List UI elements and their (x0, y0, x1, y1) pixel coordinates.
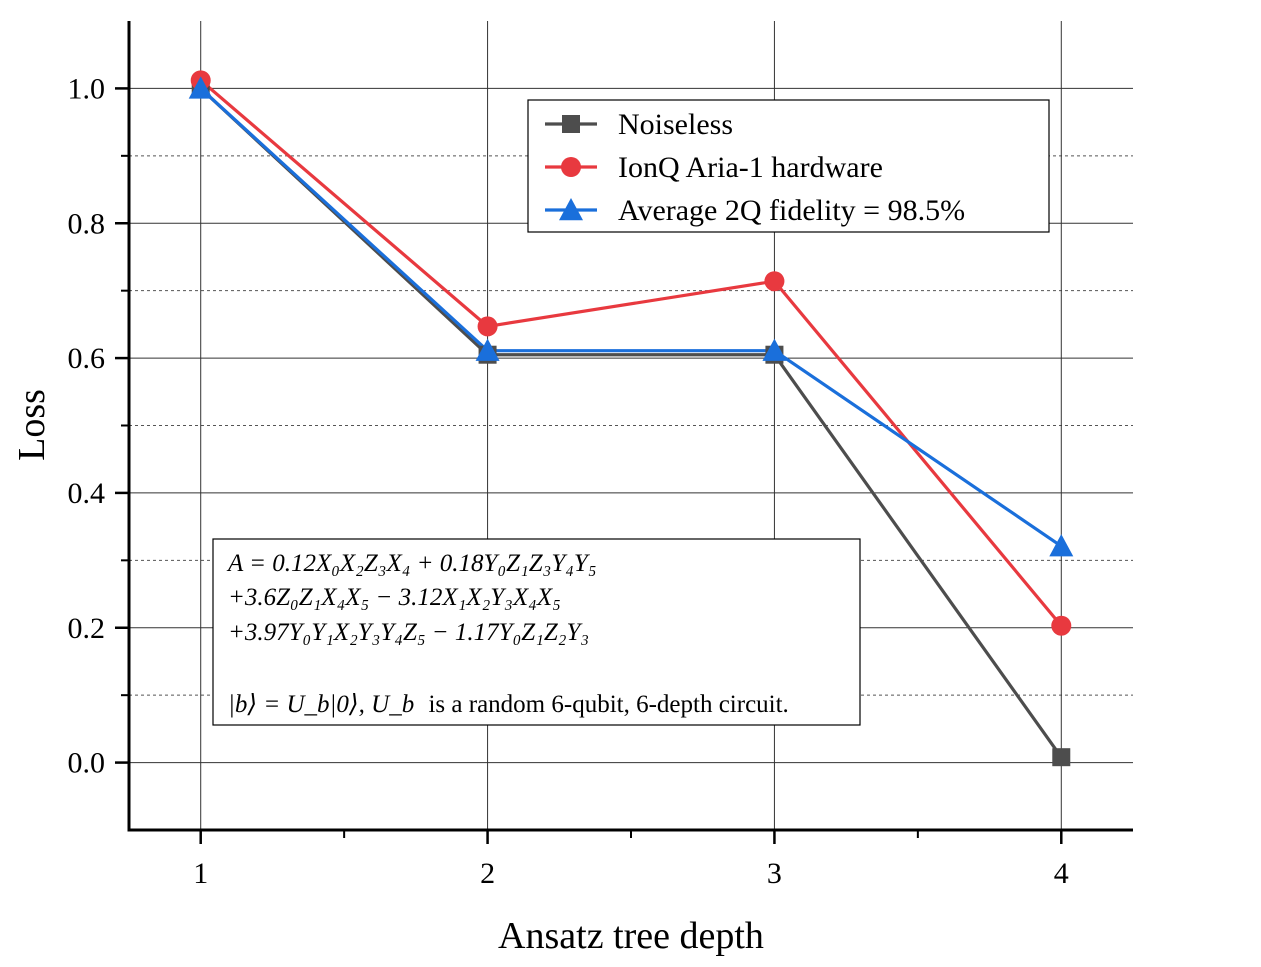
axes-layer: 0.0 0.2 0.4 0.6 0.8 1.0 1 2 3 4 (68, 21, 1133, 890)
annotation-line-4: |b⟩ = U_b|0⟩, U_b is a random 6-qubit, 6… (228, 691, 789, 718)
series-1-point-2 (764, 271, 785, 292)
annotation-line-2: +3.6Z₀Z₁X₄X₅ − 3.12X₁X₂Y₃X₄X₅ (228, 584, 561, 611)
annotation-line-4-math: |b⟩ = U_b|0⟩, U_b (228, 691, 414, 718)
x-tick-label-3: 4 (1054, 857, 1069, 890)
y-tick-label-5: 1.0 (68, 72, 106, 105)
series-1-point-1 (477, 316, 498, 337)
hamiltonian-annotation: A = 0.12X₀X₂Z₃X₄ + 0.18Y₀Z₁Z₃Y₄Y₅ +3.6Z₀… (212, 538, 861, 726)
grid-layer (129, 21, 1133, 830)
x-tick-label-1: 2 (480, 857, 495, 890)
legend-label-1: IonQ Aria-1 hardware (618, 151, 883, 184)
x-tick-label-2: 3 (767, 857, 782, 890)
series-line-2 (199, 87, 1063, 548)
legend-marker-2 (559, 198, 583, 221)
y-axis-title: Loss (11, 389, 53, 461)
series-layer (188, 70, 1074, 767)
annotation-box (212, 538, 861, 726)
annotation-line-1: A = 0.12X₀X₂Z₃X₄ + 0.18Y₀Z₁Z₃Y₄Y₅ (226, 550, 597, 577)
legend-label-2: Average 2Q fidelity = 98.5% (618, 194, 965, 227)
series-2-point-3 (1049, 534, 1074, 557)
y-tick-label-2: 0.4 (68, 477, 106, 510)
annotation-line-4-text: is a random 6-qubit, 6-depth circuit. (428, 691, 788, 718)
legend-label-0: Noiseless (618, 108, 733, 141)
x-tick-label-0: 1 (193, 857, 208, 890)
series-0-point-3 (1052, 748, 1071, 767)
legend-box (527, 99, 1050, 233)
legend-marker-1 (561, 157, 581, 177)
series-line-1 (199, 79, 1063, 627)
annotation-line-3: +3.97Y₀Y₁X₂Y₃Y₄Z₅ − 1.17Y₀Z₁Z₂Y₃ (228, 619, 589, 646)
y-tick-label-4: 0.8 (68, 207, 106, 240)
y-tick-label-1: 0.2 (68, 612, 106, 645)
y-tick-label-3: 0.6 (68, 342, 106, 375)
legend: Noiseless IonQ Aria-1 hardware Average 2Q … (527, 99, 1050, 233)
series-2-point-0 (188, 76, 213, 99)
series-2-point-2 (762, 338, 787, 361)
y-tick-label-0: 0.0 (68, 747, 106, 780)
legend-marker-0 (562, 115, 580, 133)
series-2-point-1 (475, 338, 500, 361)
x-axis-title: Ansatz tree depth (498, 915, 764, 957)
series-1-point-3 (1051, 615, 1072, 636)
